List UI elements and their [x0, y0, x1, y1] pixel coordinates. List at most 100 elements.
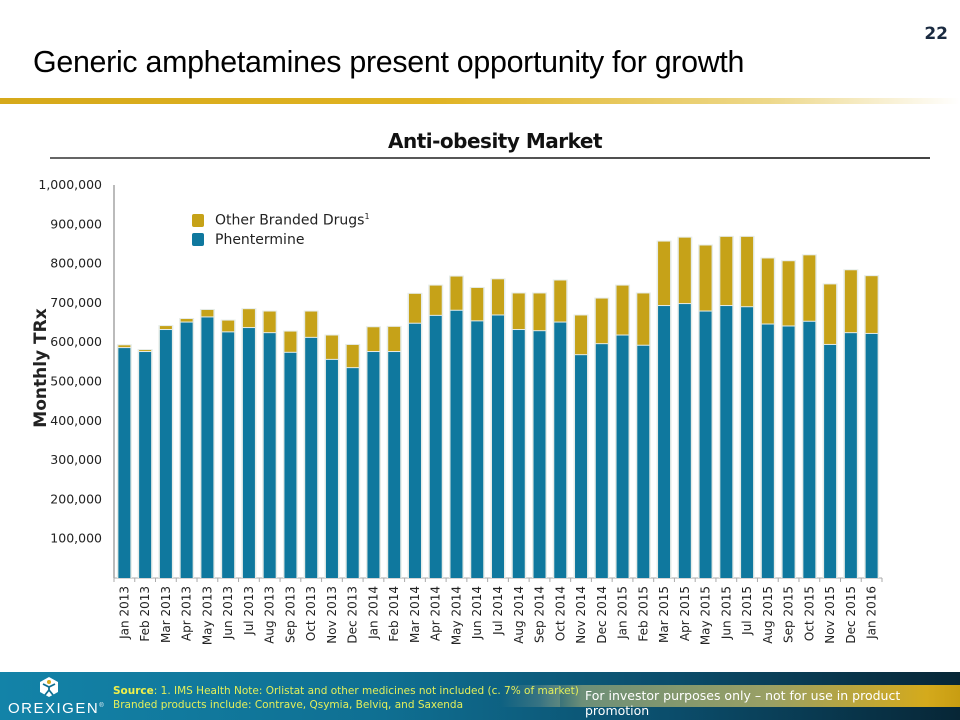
chart-legend: Other Branded Drugs1 Phentermine [192, 211, 370, 249]
bar-other-branded [616, 285, 629, 335]
bar-other-branded [492, 279, 504, 315]
bar-other-branded [782, 261, 795, 326]
bar-phentermine [242, 328, 255, 578]
bar-other-branded [761, 258, 774, 324]
x-tick-label: Oct 2013 [304, 586, 318, 641]
legend-item-other-branded: Other Branded Drugs1 [192, 211, 370, 230]
bar-other-branded [388, 326, 401, 352]
x-tick-label: Jun 2015 [719, 586, 733, 640]
bar-phentermine [118, 348, 131, 578]
bar-phentermine [865, 333, 878, 578]
bar-phentermine [761, 324, 774, 578]
x-tick-label: Feb 2015 [636, 586, 650, 642]
bar-other-branded [720, 236, 733, 306]
bar-phentermine [595, 344, 608, 578]
x-tick-label: Jan 2016 [865, 586, 879, 640]
bar-other-branded [803, 255, 816, 321]
x-tick-label: Jan 2013 [117, 586, 131, 640]
bar-other-branded [263, 311, 276, 333]
y-tick-label: 1,000,000 [38, 177, 102, 192]
bar-other-branded [159, 326, 172, 330]
chart-title-divider [50, 157, 930, 159]
bar-phentermine [471, 321, 484, 578]
bar-phentermine [346, 368, 359, 578]
x-tick-label: Jun 2014 [470, 586, 484, 640]
page-number: 22 [924, 24, 948, 44]
stacked-bar-chart: 100,000 200,000 300,000 400,000 500,000 600,0… [31, 177, 883, 645]
bar-phentermine [492, 315, 504, 578]
page-title: Generic amphetamines present opportunity… [33, 44, 745, 79]
bar-phentermine [720, 306, 733, 578]
source-label: Source [113, 685, 154, 697]
bar-phentermine [388, 352, 401, 578]
x-tick-label: Jan 2015 [616, 586, 630, 640]
bar-phentermine [533, 331, 546, 578]
legend-label-other-branded: Other Branded Drugs [215, 212, 365, 229]
y-tick-label: 200,000 [50, 491, 102, 506]
x-tick-label: Jan 2014 [366, 586, 380, 640]
x-tick-label: May 2014 [449, 586, 463, 645]
x-tick-label: Sep 2015 [782, 586, 796, 643]
bar-other-branded [346, 344, 359, 368]
x-tick-label: Dec 2015 [844, 586, 858, 644]
chart-title: Anti-obesity Market [387, 129, 603, 153]
logo-registered-mark: ® [99, 703, 106, 709]
bar-other-branded [201, 309, 214, 317]
title-divider [0, 98, 960, 104]
bar-other-branded [533, 293, 546, 331]
bar-phentermine [637, 345, 650, 578]
bar-other-branded [637, 293, 650, 345]
bar-phentermine [284, 352, 297, 578]
source-line-2: Branded products include: Contrave, Qsym… [113, 699, 464, 711]
bar-phentermine [450, 310, 463, 578]
y-tick-label: 800,000 [50, 256, 102, 271]
x-tick-label: Feb 2013 [138, 586, 152, 642]
x-tick-label: Oct 2015 [802, 586, 816, 641]
logo-wordmark: OREXIGEN [8, 700, 100, 717]
bar-phentermine [658, 306, 671, 578]
orexigen-logo-text: OREXIGEN® [8, 700, 105, 717]
bar-phentermine [429, 315, 442, 578]
bar-other-branded [305, 311, 318, 337]
bar-other-branded [658, 241, 671, 306]
x-tick-label: Nov 2014 [574, 586, 588, 644]
bar-other-branded [471, 287, 484, 321]
bar-other-branded [844, 270, 857, 333]
bar-phentermine [367, 352, 380, 578]
bar-phentermine [222, 332, 235, 578]
bar-phentermine [201, 317, 214, 578]
y-tick-label: 500,000 [50, 374, 102, 389]
bar-phentermine [741, 307, 754, 578]
bar-phentermine [824, 344, 837, 578]
y-tick-label: 100,000 [50, 531, 102, 546]
x-tick-label: Nov 2013 [325, 586, 339, 644]
footer-disclaimer-band [540, 685, 960, 707]
x-tick-label: Sep 2014 [533, 586, 547, 643]
x-tick-label: Oct 2014 [553, 586, 567, 641]
bar-phentermine [159, 330, 172, 578]
legend-swatch-phentermine [192, 233, 204, 246]
bar-other-branded [222, 320, 235, 332]
x-tick-label: Jul 2015 [740, 586, 754, 636]
legend-swatch-other-branded [192, 214, 204, 227]
bar-phentermine [408, 323, 421, 578]
x-tick-label: Apr 2013 [180, 586, 194, 641]
bar-other-branded [118, 345, 131, 348]
x-tick-label: Mar 2013 [159, 586, 173, 643]
bar-other-branded [242, 309, 255, 328]
x-tick-label: Apr 2014 [429, 586, 443, 641]
y-tick-label: 700,000 [50, 295, 102, 310]
bar-other-branded [367, 327, 380, 352]
x-tick-label: Mar 2015 [657, 586, 671, 643]
x-tick-label: May 2013 [200, 586, 214, 645]
source-line-1: Source: 1. IMS Health Note: Orlistat and… [113, 684, 579, 698]
x-tick-label: Jul 2013 [242, 586, 256, 636]
source-text: : 1. IMS Health Note: Orlistat and other… [153, 685, 579, 697]
bar-other-branded [284, 331, 297, 352]
legend-item-phentermine: Phentermine [192, 230, 370, 249]
bar-phentermine [575, 355, 588, 578]
orexigen-logo-icon [40, 677, 58, 697]
bar-other-branded [139, 350, 152, 352]
bar-other-branded [595, 298, 608, 344]
bar-other-branded [450, 276, 463, 310]
